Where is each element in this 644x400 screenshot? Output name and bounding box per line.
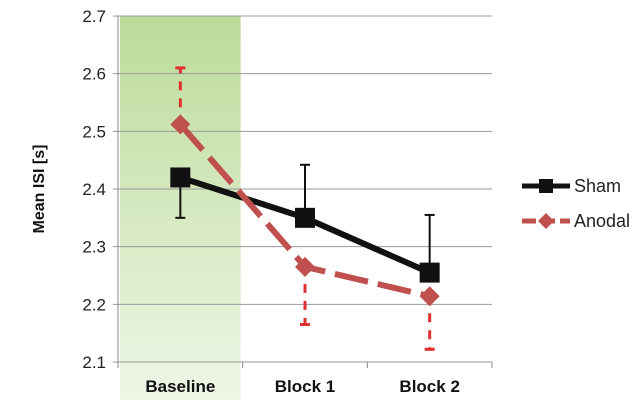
data-point-sham — [419, 262, 440, 283]
y-tick-label: 2.7 — [82, 7, 106, 26]
y-tick-label: 2.2 — [82, 295, 106, 314]
y-tick-label: 2.1 — [82, 353, 106, 372]
legend-item-anodal: Anodal — [522, 211, 630, 231]
y-tick-label: 2.6 — [82, 65, 106, 84]
y-tick-label: 2.4 — [82, 180, 106, 199]
legend-item-sham: Sham — [522, 176, 621, 196]
y-tick-label: 2.3 — [82, 238, 106, 257]
data-point-anodal — [295, 256, 315, 277]
x-category-label: Block 1 — [275, 377, 335, 396]
y-axis-label: Mean ISI [s] — [31, 145, 48, 234]
data-point-anodal — [419, 286, 440, 307]
data-point-sham — [170, 167, 191, 188]
legend-label: Anodal — [574, 211, 630, 231]
legend-label: Sham — [574, 176, 621, 196]
data-point-sham — [295, 207, 315, 228]
legend-marker-diamond — [538, 213, 554, 229]
y-tick-label: 2.5 — [82, 122, 106, 141]
x-category-label: Block 2 — [399, 377, 459, 396]
data-point-anodal — [170, 114, 191, 135]
legend-marker-square — [539, 179, 553, 193]
x-category-label: Baseline — [145, 377, 215, 396]
